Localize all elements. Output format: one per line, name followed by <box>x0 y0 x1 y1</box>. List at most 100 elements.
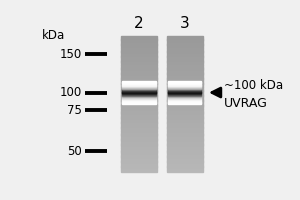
Bar <box>121 109 157 111</box>
Bar <box>167 97 203 99</box>
Bar <box>121 156 157 158</box>
Bar <box>167 158 203 160</box>
Bar <box>121 153 157 155</box>
Bar <box>167 141 203 143</box>
Bar <box>121 151 157 153</box>
Bar <box>167 44 203 46</box>
Bar <box>167 102 203 104</box>
Bar <box>122 82 156 83</box>
Bar <box>167 166 203 168</box>
Text: 75: 75 <box>67 104 82 117</box>
Bar <box>167 99 203 101</box>
Text: 100: 100 <box>59 86 82 99</box>
Text: UVRAG: UVRAG <box>224 97 267 110</box>
Bar <box>167 156 203 158</box>
Bar <box>121 73 157 75</box>
Bar <box>167 168 203 170</box>
Bar <box>168 93 201 94</box>
Bar <box>167 153 203 155</box>
Bar <box>121 48 157 50</box>
Bar <box>168 83 201 84</box>
Bar <box>167 104 203 106</box>
Bar <box>167 148 203 150</box>
Bar <box>167 77 203 79</box>
Bar <box>167 134 203 136</box>
Bar <box>122 81 156 82</box>
Bar <box>121 46 157 48</box>
Bar <box>167 56 203 58</box>
Bar <box>121 122 157 124</box>
Bar <box>121 94 157 96</box>
Bar <box>167 119 203 121</box>
Bar <box>167 53 203 55</box>
Text: 50: 50 <box>67 145 82 158</box>
Bar <box>167 112 203 114</box>
Bar <box>122 92 156 93</box>
Bar <box>121 80 157 82</box>
Bar <box>167 82 203 84</box>
Bar <box>167 107 203 109</box>
Bar <box>168 94 201 95</box>
Bar <box>167 146 203 148</box>
Bar <box>167 122 203 124</box>
Bar <box>121 116 157 118</box>
Bar <box>167 160 203 162</box>
Bar <box>167 68 203 70</box>
Bar <box>167 165 203 167</box>
Bar <box>168 100 201 101</box>
Bar <box>168 87 201 88</box>
Bar <box>121 117 157 119</box>
Bar <box>121 161 157 163</box>
Bar <box>167 105 203 107</box>
Bar <box>167 73 203 75</box>
Bar <box>121 127 157 129</box>
Bar <box>167 150 203 152</box>
Bar <box>121 53 157 55</box>
Bar <box>167 43 203 45</box>
Bar <box>167 131 203 133</box>
Bar <box>167 163 203 165</box>
Bar <box>168 98 201 99</box>
Bar <box>167 87 203 89</box>
Bar <box>121 51 157 53</box>
Bar <box>121 112 157 114</box>
Bar <box>167 116 203 118</box>
Bar <box>121 136 157 138</box>
Text: 150: 150 <box>59 48 82 61</box>
Bar <box>168 88 201 89</box>
Bar <box>121 90 157 92</box>
Bar <box>168 85 201 86</box>
Bar <box>121 97 157 99</box>
Bar <box>121 82 157 84</box>
Bar <box>122 102 156 103</box>
Bar <box>122 101 156 102</box>
Bar <box>168 102 201 103</box>
Bar <box>168 81 201 82</box>
Bar <box>168 95 201 96</box>
Bar <box>122 85 156 86</box>
Bar <box>121 165 157 167</box>
Bar <box>168 92 201 93</box>
Bar <box>167 111 203 113</box>
Bar <box>167 63 203 65</box>
Bar <box>167 89 203 91</box>
Bar <box>121 78 157 80</box>
Bar <box>121 139 157 141</box>
Bar <box>168 86 201 87</box>
Bar <box>167 60 203 62</box>
Bar <box>167 50 203 52</box>
Bar <box>168 84 201 85</box>
Bar <box>121 133 157 135</box>
Bar <box>168 89 201 90</box>
Bar <box>122 85 156 86</box>
Bar <box>121 87 157 89</box>
Bar <box>121 119 157 121</box>
Bar <box>121 95 157 97</box>
Bar <box>167 38 203 40</box>
Bar <box>121 72 157 74</box>
Bar <box>121 163 157 165</box>
Bar <box>122 82 156 83</box>
Bar <box>167 90 203 92</box>
Bar <box>121 134 157 136</box>
Bar <box>168 85 201 86</box>
